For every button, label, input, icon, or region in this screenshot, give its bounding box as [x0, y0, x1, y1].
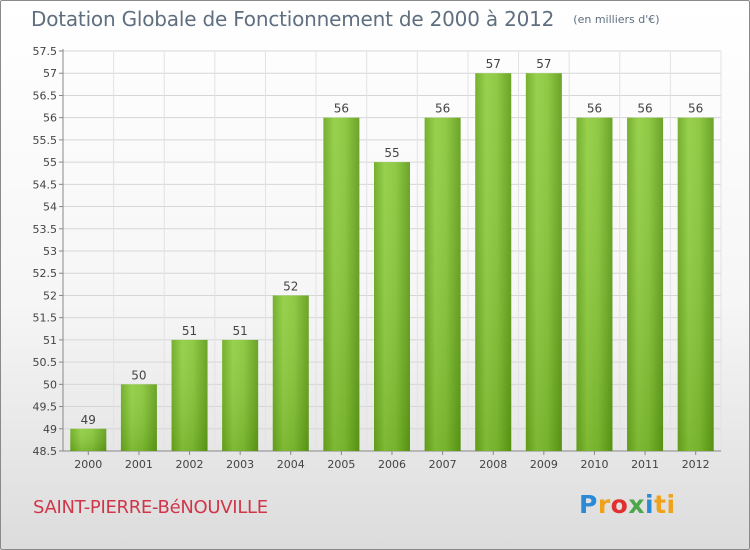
bar-value-label: 52 — [283, 279, 298, 293]
y-tick-label: 48.5 — [33, 445, 58, 458]
x-tick-label: 2010 — [580, 458, 608, 471]
bar-value-label: 56 — [688, 102, 703, 116]
logo-letter-2: r — [597, 490, 611, 519]
bar-value-label: 49 — [81, 413, 96, 427]
bar-shade — [120, 384, 157, 451]
y-tick-label: 53 — [43, 245, 57, 258]
bar-shade — [627, 117, 664, 452]
bar-shade — [525, 73, 562, 451]
bar-value-label: 57 — [536, 57, 551, 71]
logo-letter-6: ti — [654, 490, 676, 519]
bar-shade — [171, 339, 208, 451]
x-tick-label: 2012 — [682, 458, 710, 471]
bar-value-label: 51 — [233, 324, 248, 338]
y-tick-label: 56 — [43, 112, 57, 125]
logo-letter-1: P — [579, 490, 598, 519]
y-tick-label: 52.5 — [33, 267, 58, 280]
bar-shade — [323, 117, 360, 452]
x-tick-label: 2008 — [479, 458, 507, 471]
title-row: Dotation Globale de Fonctionnement de 20… — [31, 7, 660, 31]
x-tick-label: 2000 — [74, 458, 102, 471]
y-tick-label: 49 — [43, 423, 57, 436]
bar-value-label: 56 — [587, 102, 602, 116]
y-tick-label: 51.5 — [33, 312, 58, 325]
bar-value-label: 57 — [486, 57, 501, 71]
bar-shade — [222, 339, 259, 451]
chart-title: Dotation Globale de Fonctionnement de 20… — [31, 7, 555, 31]
bar-shade — [576, 117, 613, 452]
y-tick-label: 57.5 — [33, 45, 58, 58]
x-tick-label: 2006 — [378, 458, 406, 471]
bar-shade — [272, 295, 309, 451]
bar-value-label: 56 — [637, 102, 652, 116]
bar-shade — [374, 162, 410, 451]
y-tick-label: 55.5 — [33, 134, 58, 147]
x-tick-label: 2007 — [429, 458, 457, 471]
x-tick-label: 2003 — [226, 458, 254, 471]
y-tick-label: 51 — [43, 334, 57, 347]
y-tick-label: 55 — [43, 156, 57, 169]
bar-layer — [70, 73, 714, 452]
bar-shade — [70, 428, 107, 451]
proxiti-logo[interactable]: Proxiti — [579, 490, 676, 519]
y-tick-label: 54 — [43, 201, 57, 214]
logo-letter-5: i — [645, 490, 655, 519]
y-tick-label: 52 — [43, 289, 57, 302]
y-tick-label: 50 — [43, 378, 57, 391]
commune-name: SAINT-PIERRE-BéNOUVILLE — [33, 497, 268, 518]
logo-letter-3: o — [610, 490, 629, 519]
bar-shade — [424, 117, 461, 452]
bar-value-label: 56 — [435, 102, 450, 116]
bar-shade — [475, 73, 512, 451]
y-tick-label: 50.5 — [33, 356, 58, 369]
y-tick-label: 53.5 — [33, 223, 58, 236]
x-tick-label: 2001 — [125, 458, 153, 471]
x-tick-label: 2004 — [277, 458, 305, 471]
bar-shade — [677, 117, 714, 452]
y-tick-label: 56.5 — [33, 89, 58, 102]
y-tick-label: 57 — [43, 67, 57, 80]
y-tick-label: 49.5 — [33, 401, 58, 414]
x-tick-label: 2011 — [631, 458, 659, 471]
label-layer: 49 2000 50 2001 51 2002 51 2003 52 2004 56 2005 55 20… — [74, 57, 709, 471]
bar-value-label: 55 — [384, 146, 399, 160]
bar-value-label: 56 — [334, 102, 349, 116]
x-tick-label: 2009 — [530, 458, 558, 471]
y-tick-label: 54.5 — [33, 178, 58, 191]
bar-value-label: 50 — [131, 368, 146, 382]
logo-letter-4: x — [628, 490, 645, 519]
chart-subtitle: (en milliers d'€) — [573, 13, 660, 26]
x-tick-label: 2005 — [327, 458, 355, 471]
x-tick-label: 2002 — [176, 458, 204, 471]
bar-value-label: 51 — [182, 324, 197, 338]
